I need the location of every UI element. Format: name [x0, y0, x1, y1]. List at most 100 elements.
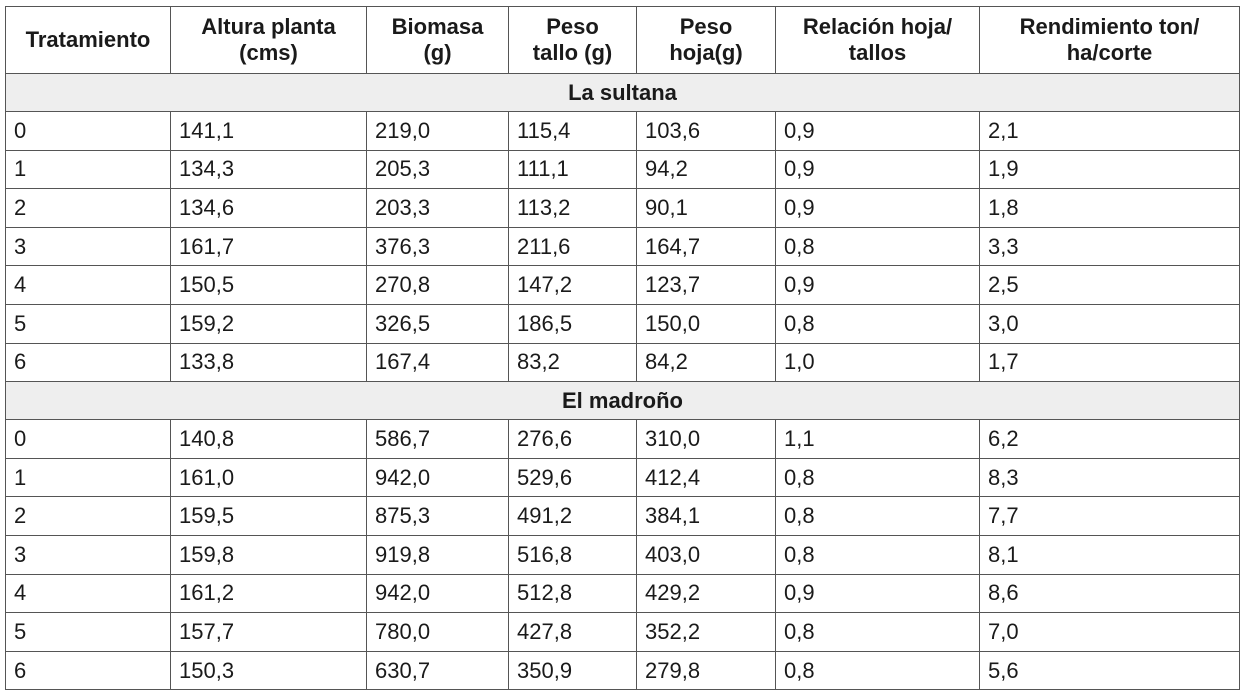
- cell-rendimiento: 6,2: [979, 419, 1240, 459]
- cell-altura-planta: 161,0: [170, 457, 367, 498]
- cell-biomasa: 942,0: [366, 457, 509, 498]
- cell-peso-hoja: 84,2: [636, 342, 776, 383]
- header-biomasa: Biomasa (g): [366, 6, 509, 74]
- header-text-line: tallo (g): [532, 40, 613, 65]
- header-text-line: tallos: [848, 40, 907, 65]
- cell-tratamiento: 3: [5, 534, 171, 575]
- cell-altura-planta: 150,5: [170, 265, 367, 305]
- cell-peso-hoja: 103,6: [636, 111, 776, 151]
- cell-peso-tallo: 350,9: [508, 650, 637, 691]
- cell-relacion-hoja-tallos: 0,9: [775, 149, 980, 190]
- header-text-line: ha/corte: [1066, 40, 1153, 65]
- data-table: Tratamiento Altura planta (cms) Biomasa (g) P…: [5, 6, 1240, 691]
- cell-relacion-hoja-tallos: 0,8: [775, 457, 980, 498]
- cell-rendimiento: 7,7: [979, 496, 1240, 536]
- cell-relacion-hoja-tallos: 0,8: [775, 496, 980, 536]
- cell-peso-hoja: 429,2: [636, 573, 776, 614]
- cell-tratamiento: 3: [5, 226, 171, 267]
- cell-tratamiento: 1: [5, 149, 171, 190]
- table-row: 2 134,6 203,3 113,2 90,1 0,9 1,8: [5, 188, 1240, 228]
- cell-relacion-hoja-tallos: 1,0: [775, 342, 980, 383]
- cell-tratamiento: 6: [5, 650, 171, 691]
- cell-peso-hoja: 123,7: [636, 265, 776, 305]
- header-text-line: Peso: [546, 14, 599, 39]
- cell-peso-tallo: 186,5: [508, 303, 637, 344]
- cell-altura-planta: 150,3: [170, 650, 367, 691]
- group-row: El madroño: [5, 381, 1240, 421]
- cell-rendimiento: 8,6: [979, 573, 1240, 614]
- cell-biomasa: 780,0: [366, 612, 509, 652]
- header-text-line: Peso: [679, 14, 733, 39]
- cell-tratamiento: 6: [5, 342, 171, 383]
- cell-tratamiento: 2: [5, 496, 171, 536]
- cell-rendimiento: 5,6: [979, 650, 1240, 691]
- cell-altura-planta: 133,8: [170, 342, 367, 383]
- cell-tratamiento: 5: [5, 612, 171, 652]
- header-text-line: (cms): [239, 40, 298, 65]
- cell-biomasa: 586,7: [366, 419, 509, 459]
- cell-peso-hoja: 384,1: [636, 496, 776, 536]
- table-row: 3 161,7 376,3 211,6 164,7 0,8 3,3: [5, 226, 1240, 267]
- cell-relacion-hoja-tallos: 0,8: [775, 650, 980, 691]
- cell-rendimiento: 1,7: [979, 342, 1240, 383]
- cell-peso-tallo: 111,1: [508, 149, 637, 190]
- table-body: La sultana 0 141,1 219,0 115,4 103,6 0,9 2,1 1 13…: [5, 73, 1240, 691]
- table-row: 5 159,2 326,5 186,5 150,0 0,8 3,0: [5, 303, 1240, 344]
- header-peso-tallo: Peso tallo (g): [508, 6, 637, 74]
- header-text-line: Tratamiento: [25, 27, 151, 52]
- cell-rendimiento: 7,0: [979, 612, 1240, 652]
- cell-relacion-hoja-tallos: 0,8: [775, 612, 980, 652]
- header-peso-hoja: Peso hoja(g): [636, 6, 776, 74]
- cell-altura-planta: 159,2: [170, 303, 367, 344]
- cell-relacion-hoja-tallos: 0,8: [775, 226, 980, 267]
- cell-relacion-hoja-tallos: 0,9: [775, 265, 980, 305]
- cell-relacion-hoja-tallos: 0,9: [775, 188, 980, 228]
- table-row: 0 141,1 219,0 115,4 103,6 0,9 2,1: [5, 111, 1240, 151]
- header-rendimiento: Rendimiento ton/ha/corte: [979, 6, 1240, 74]
- group-label: El madroño: [5, 381, 1240, 421]
- cell-peso-tallo: 491,2: [508, 496, 637, 536]
- cell-peso-tallo: 115,4: [508, 111, 637, 151]
- header-text-line: Rendimiento ton/: [1019, 14, 1200, 39]
- cell-tratamiento: 5: [5, 303, 171, 344]
- table-header: Tratamiento Altura planta (cms) Biomasa (g) P…: [5, 6, 1240, 74]
- cell-peso-tallo: 113,2: [508, 188, 637, 228]
- cell-rendimiento: 8,1: [979, 534, 1240, 575]
- header-row: Tratamiento Altura planta (cms) Biomasa (g) P…: [5, 6, 1240, 74]
- cell-biomasa: 942,0: [366, 573, 509, 614]
- cell-rendimiento: 2,5: [979, 265, 1240, 305]
- cell-biomasa: 875,3: [366, 496, 509, 536]
- header-text-line: Relación hoja/: [802, 14, 953, 39]
- cell-relacion-hoja-tallos: 0,8: [775, 534, 980, 575]
- cell-peso-tallo: 83,2: [508, 342, 637, 383]
- cell-tratamiento: 4: [5, 265, 171, 305]
- cell-altura-planta: 141,1: [170, 111, 367, 151]
- header-text-line: hoja(g): [669, 40, 743, 65]
- header-text-line: Altura planta: [201, 14, 336, 39]
- cell-peso-tallo: 512,8: [508, 573, 637, 614]
- cell-peso-hoja: 279,8: [636, 650, 776, 691]
- table-row: 1 161,0 942,0 529,6 412,4 0,8 8,3: [5, 457, 1240, 498]
- cell-tratamiento: 0: [5, 111, 171, 151]
- table-row: 6 150,3 630,7 350,9 279,8 0,8 5,6: [5, 650, 1240, 691]
- cell-peso-tallo: 147,2: [508, 265, 637, 305]
- cell-peso-hoja: 90,1: [636, 188, 776, 228]
- cell-rendimiento: 3,0: [979, 303, 1240, 344]
- cell-peso-hoja: 352,2: [636, 612, 776, 652]
- cell-peso-hoja: 412,4: [636, 457, 776, 498]
- table-row: 5 157,7 780,0 427,8 352,2 0,8 7,0: [5, 612, 1240, 652]
- cell-biomasa: 203,3: [366, 188, 509, 228]
- table-row: 4 161,2 942,0 512,8 429,2 0,9 8,6: [5, 573, 1240, 614]
- cell-relacion-hoja-tallos: 0,9: [775, 573, 980, 614]
- cell-biomasa: 326,5: [366, 303, 509, 344]
- cell-rendimiento: 1,9: [979, 149, 1240, 190]
- cell-biomasa: 919,8: [366, 534, 509, 575]
- table-row: 2 159,5 875,3 491,2 384,1 0,8 7,7: [5, 496, 1240, 536]
- header-altura-planta: Altura planta (cms): [170, 6, 367, 74]
- group-label: La sultana: [5, 73, 1240, 112]
- cell-altura-planta: 159,5: [170, 496, 367, 536]
- cell-rendimiento: 1,8: [979, 188, 1240, 228]
- cell-tratamiento: 4: [5, 573, 171, 614]
- cell-peso-hoja: 310,0: [636, 419, 776, 459]
- group-row: La sultana: [5, 73, 1240, 112]
